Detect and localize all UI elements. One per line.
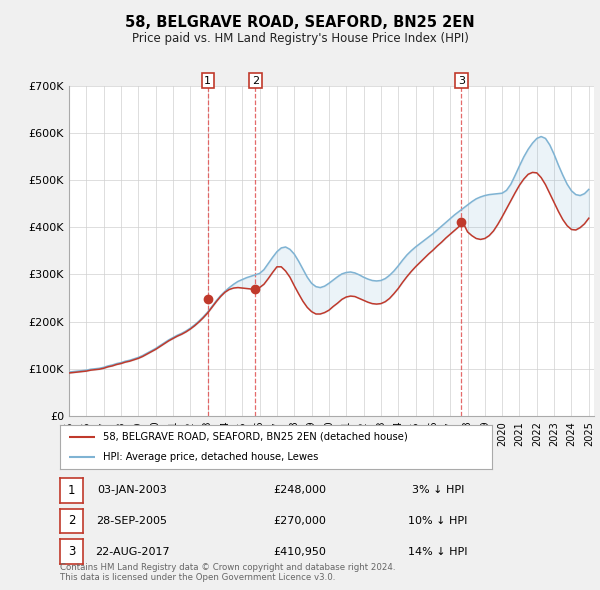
Text: 2: 2 [251, 76, 259, 86]
Text: 3: 3 [458, 76, 465, 86]
Text: 1: 1 [204, 76, 211, 86]
Text: 58, BELGRAVE ROAD, SEAFORD, BN25 2EN (detached house): 58, BELGRAVE ROAD, SEAFORD, BN25 2EN (de… [103, 432, 408, 442]
Text: 58, BELGRAVE ROAD, SEAFORD, BN25 2EN: 58, BELGRAVE ROAD, SEAFORD, BN25 2EN [125, 15, 475, 30]
Text: 28-SEP-2005: 28-SEP-2005 [97, 516, 167, 526]
Text: £248,000: £248,000 [274, 486, 326, 495]
Text: £270,000: £270,000 [274, 516, 326, 526]
Text: HPI: Average price, detached house, Lewes: HPI: Average price, detached house, Lewe… [103, 452, 319, 462]
Text: Price paid vs. HM Land Registry's House Price Index (HPI): Price paid vs. HM Land Registry's House … [131, 32, 469, 45]
Text: £410,950: £410,950 [274, 547, 326, 556]
Text: 1: 1 [68, 484, 75, 497]
Text: 03-JAN-2003: 03-JAN-2003 [97, 486, 167, 495]
Text: 3: 3 [68, 545, 75, 558]
Text: 10% ↓ HPI: 10% ↓ HPI [409, 516, 467, 526]
Text: Contains HM Land Registry data © Crown copyright and database right 2024.
This d: Contains HM Land Registry data © Crown c… [60, 563, 395, 582]
Text: 2: 2 [68, 514, 75, 527]
Text: 22-AUG-2017: 22-AUG-2017 [95, 547, 169, 556]
Text: 14% ↓ HPI: 14% ↓ HPI [408, 547, 468, 556]
Text: 3% ↓ HPI: 3% ↓ HPI [412, 486, 464, 495]
